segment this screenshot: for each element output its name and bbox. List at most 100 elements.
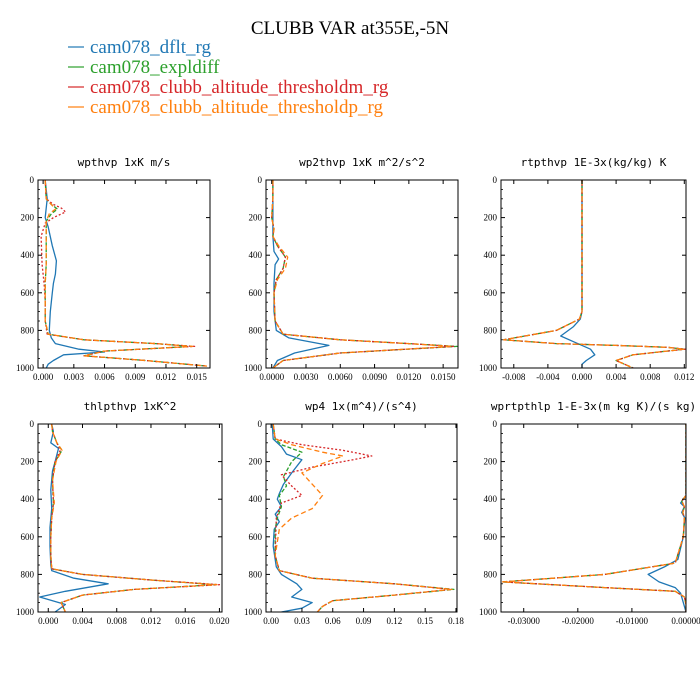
y-tick-label: 800 xyxy=(249,325,263,335)
x-tick-label: 0.00000 xyxy=(671,616,700,626)
x-tick-label: 0.015 xyxy=(187,372,208,382)
series-line xyxy=(501,424,686,612)
x-tick-label: 0.004 xyxy=(606,372,627,382)
x-tick-label: -0.008 xyxy=(502,372,526,382)
y-tick-label: 600 xyxy=(249,532,263,542)
y-tick-label: 1000 xyxy=(16,607,35,617)
y-tick-label: 1000 xyxy=(479,363,498,373)
series-line xyxy=(272,424,455,612)
y-tick-label: 400 xyxy=(484,250,498,260)
plot-frame xyxy=(37,423,223,613)
x-tick-label: 0.0000 xyxy=(259,372,284,382)
x-tick-label: 0.00 xyxy=(263,616,279,626)
legend-label: cam078_dflt_rg xyxy=(90,37,212,58)
x-tick-label: 0.004 xyxy=(72,616,93,626)
y-tick-label: 0 xyxy=(493,419,498,429)
series-line xyxy=(39,424,109,612)
y-tick-label: 800 xyxy=(249,569,263,579)
series-line xyxy=(502,180,686,368)
series-line xyxy=(44,180,207,367)
y-tick-label: 200 xyxy=(484,213,498,223)
x-tick-label: 0.009 xyxy=(125,372,146,382)
x-tick-label: 0.008 xyxy=(640,372,661,382)
panel-3: rtpthvp 1E-3x(kg/kg) K02004006008001000-… xyxy=(479,156,694,382)
x-tick-label: 0.09 xyxy=(356,616,372,626)
panel-title: rtpthvp 1E-3x(kg/kg) K xyxy=(521,156,667,169)
legend: cam078_dflt_rgcam078_expldiffcam078_club… xyxy=(68,37,389,118)
y-tick-label: 1000 xyxy=(244,363,263,373)
series-line xyxy=(501,424,686,612)
x-tick-label: 0.012 xyxy=(156,372,176,382)
y-tick-label: 200 xyxy=(21,457,35,467)
panel-title: wpthvp 1xK m/s xyxy=(78,156,171,169)
x-tick-label: 0.012 xyxy=(141,616,161,626)
x-tick-label: 0.012 xyxy=(674,372,694,382)
panel-title: wprtpthlp 1-E-3x(m kg K)/(s kg) xyxy=(491,400,696,413)
y-tick-label: 400 xyxy=(484,494,498,504)
plot-frame xyxy=(265,179,459,369)
series-line xyxy=(44,180,106,368)
legend-label: cam078_expldiff xyxy=(90,57,220,78)
y-tick-label: 0 xyxy=(258,175,263,185)
y-tick-label: 800 xyxy=(484,569,498,579)
panel-title: wp4 1x(m^4)/(s^4) xyxy=(305,400,418,413)
plot-frame xyxy=(500,179,687,369)
y-tick-label: 200 xyxy=(249,213,263,223)
x-tick-label: 0.0030 xyxy=(294,372,319,382)
y-tick-label: 1000 xyxy=(244,607,263,617)
x-tick-label: 0.008 xyxy=(107,616,128,626)
y-tick-label: 400 xyxy=(249,250,263,260)
x-tick-label: -0.01000 xyxy=(616,616,649,626)
plot-frame xyxy=(265,423,458,613)
y-tick-label: 600 xyxy=(21,288,35,298)
y-tick-label: 200 xyxy=(249,457,263,467)
x-tick-label: 0.000 xyxy=(572,372,593,382)
panel-2: wp2thvp 1xK m^2/s^2020040060080010000.00… xyxy=(244,156,459,382)
x-tick-label: 0.12 xyxy=(386,616,402,626)
series-line xyxy=(502,180,685,368)
x-tick-label: 0.0090 xyxy=(362,372,387,382)
x-tick-label: 0.0150 xyxy=(431,372,456,382)
y-tick-label: 0 xyxy=(30,175,35,185)
x-tick-label: 0.0120 xyxy=(396,372,421,382)
x-tick-label: 0.006 xyxy=(94,372,115,382)
series-line xyxy=(502,180,685,368)
x-tick-label: -0.004 xyxy=(536,372,560,382)
y-tick-label: 0 xyxy=(258,419,263,429)
series-line xyxy=(50,424,221,612)
x-tick-label: 0.15 xyxy=(417,616,433,626)
panel-title: thlpthvp 1xK^2 xyxy=(84,400,177,413)
y-tick-label: 400 xyxy=(249,494,263,504)
y-tick-label: 600 xyxy=(249,288,263,298)
series-line xyxy=(271,424,313,612)
legend-label: cam078_clubb_altitude_thresholdp_rg xyxy=(90,97,384,118)
y-tick-label: 0 xyxy=(30,419,35,429)
x-tick-label: 0.06 xyxy=(325,616,341,626)
plot-frame xyxy=(37,179,211,369)
y-tick-label: 200 xyxy=(21,213,35,223)
x-tick-label: 0.18 xyxy=(448,616,464,626)
x-tick-label: 0.0060 xyxy=(328,372,353,382)
x-tick-label: 0.016 xyxy=(175,616,196,626)
x-tick-label: 0.000 xyxy=(33,372,54,382)
legend-label: cam078_clubb_altitude_thresholdm_rg xyxy=(90,77,389,98)
y-tick-label: 400 xyxy=(21,494,35,504)
x-tick-label: 0.003 xyxy=(64,372,85,382)
series-line xyxy=(50,424,218,612)
x-tick-label: 0.020 xyxy=(209,616,230,626)
x-tick-label: 0.000 xyxy=(38,616,59,626)
y-tick-label: 200 xyxy=(484,457,498,467)
panel-6: wprtpthlp 1-E-3x(m kg K)/(s kg) 0 200 400 60… xyxy=(479,400,700,626)
x-tick-label: 0.03 xyxy=(294,616,310,626)
y-tick-label: 600 xyxy=(21,532,35,542)
series-line xyxy=(272,424,452,612)
y-tick-label: 400 xyxy=(21,250,35,260)
y-tick-label: 600 xyxy=(484,288,498,298)
y-tick-label: 800 xyxy=(21,325,35,335)
panel-title: wp2thvp 1xK m^2/s^2 xyxy=(299,156,425,169)
y-tick-label: 1000 xyxy=(16,363,35,373)
